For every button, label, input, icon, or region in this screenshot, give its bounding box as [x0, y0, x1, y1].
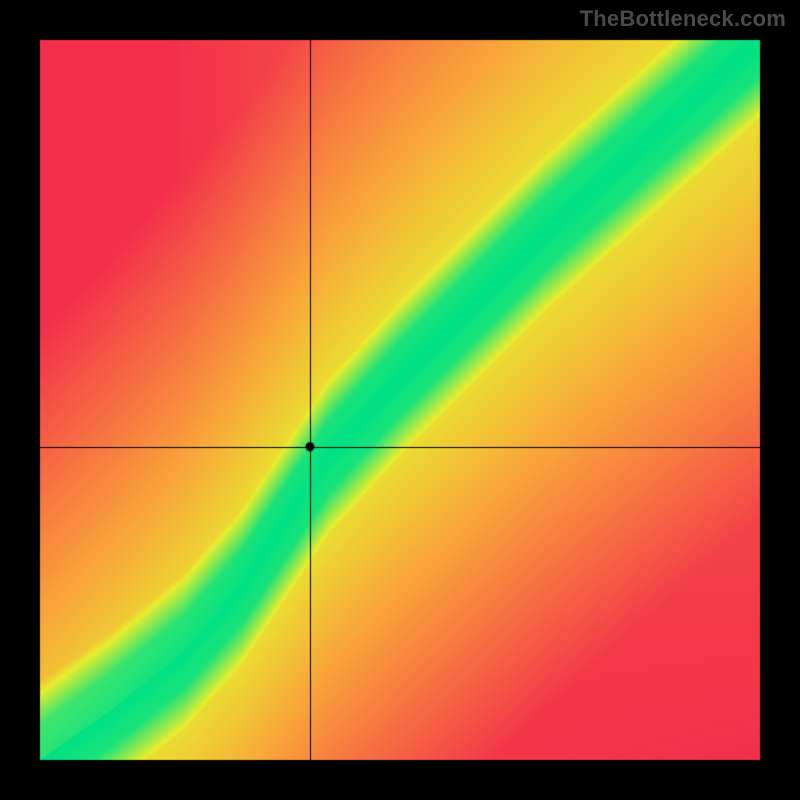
- chart-container: TheBottleneck.com: [0, 0, 800, 800]
- watermark-label: TheBottleneck.com: [580, 6, 786, 32]
- bottleneck-heatmap: [0, 0, 800, 800]
